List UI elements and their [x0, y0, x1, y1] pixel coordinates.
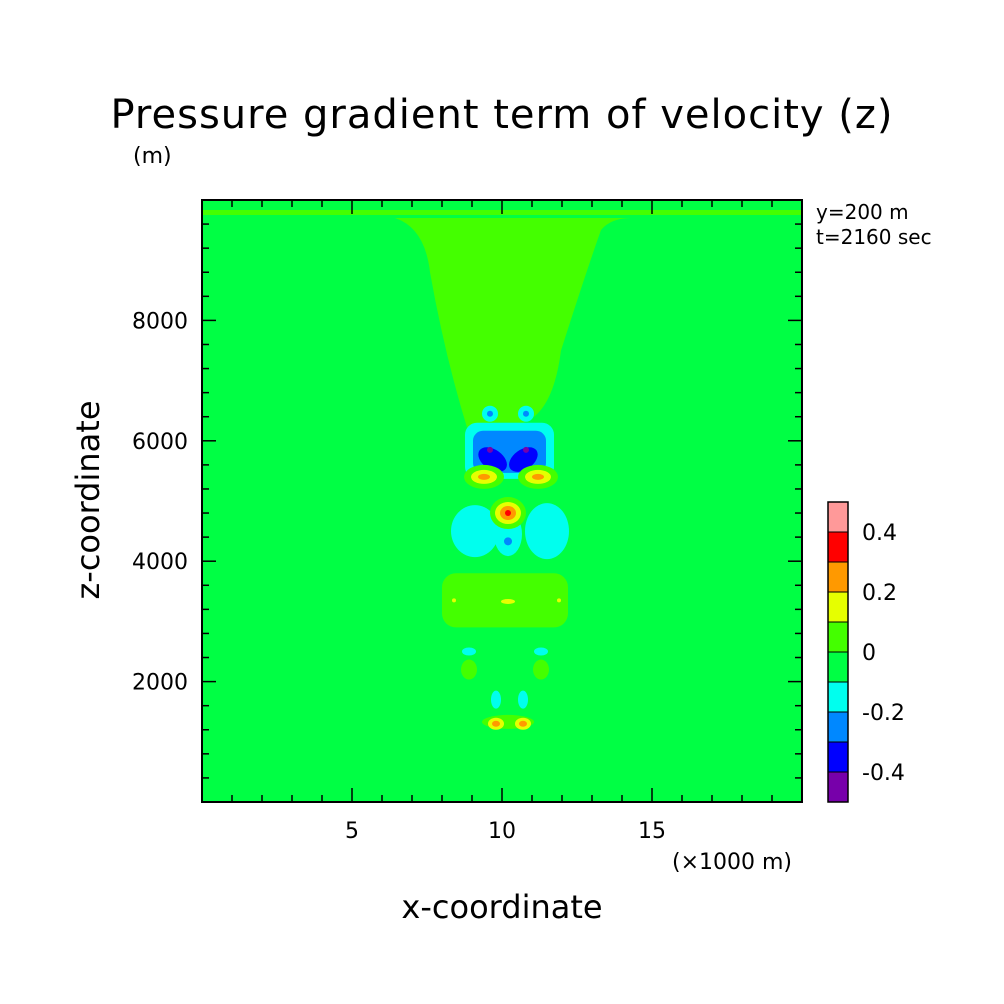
mid-band-dot-r [557, 598, 561, 603]
colorbar-swatch [827, 771, 849, 803]
low-cyan-0 [462, 647, 476, 656]
azure-dot-1 [523, 410, 529, 417]
x-tick-label: 15 [638, 819, 666, 844]
bottom-orange-0 [492, 720, 500, 727]
z-axis-unit: (m) [133, 144, 172, 169]
x-tick-label: 5 [345, 819, 359, 844]
colorbar-swatch [827, 561, 849, 593]
pos-pair-orange-1 [532, 473, 544, 480]
x-axis-label: x-coordinate [401, 888, 603, 926]
mid-band-yellow [501, 599, 515, 605]
cyan-right [525, 503, 569, 560]
bottom-cyan-0 [491, 690, 501, 709]
core-purple-1 [523, 446, 529, 453]
y-tick-label: 4000 [132, 550, 188, 575]
colorbar: 0.4 0.2 0 -0.2 -0.4 [827, 501, 905, 803]
colorbar-swatch [827, 741, 849, 773]
colorbar-label: 0.4 [862, 521, 897, 546]
colorbar-swatch [827, 651, 849, 683]
colorbar-swatch [827, 681, 849, 713]
colorbar-label: -0.2 [862, 701, 905, 726]
azure-center [504, 537, 512, 546]
upper-plume [202, 218, 802, 431]
colorbar-border [827, 501, 849, 803]
core-blue-1 [509, 447, 538, 472]
colorbar-label: 0.2 [862, 581, 897, 606]
low-cyan-1 [534, 647, 548, 656]
colorbar-swatch [827, 501, 849, 533]
pos-pair-orange-0 [478, 473, 490, 480]
x-axis-unit: (×1000 m) [672, 850, 793, 875]
low-lgreen-0 [461, 659, 477, 680]
axis-ticks: 5 10 15 2000 4000 6000 8000 [132, 200, 802, 844]
azure-dot-0 [487, 410, 493, 417]
slice-y-info: y=200 m [816, 200, 909, 224]
y-tick-label: 2000 [132, 671, 188, 696]
chart-title: Pressure gradient term of velocity (z) [110, 92, 894, 138]
colorbar-label: 0 [862, 641, 876, 666]
cyan-left [451, 505, 499, 558]
colorbar-swatch [827, 711, 849, 743]
x-tick-label: 10 [488, 819, 516, 844]
colorbar-swatch [827, 531, 849, 563]
y-tick-label: 8000 [132, 309, 188, 334]
y-tick-label: 6000 [132, 430, 188, 455]
time-info: t=2160 sec [816, 225, 932, 249]
contour-field [202, 200, 802, 802]
colorbar-label: -0.4 [862, 761, 905, 786]
colorbar-swatch [827, 621, 849, 653]
bottom-orange-1 [519, 720, 527, 727]
center-red [505, 510, 511, 517]
low-lgreen-1 [533, 659, 549, 680]
core-purple-0 [487, 446, 493, 453]
mid-band-dot-l [452, 598, 456, 603]
colorbar-swatch [827, 591, 849, 623]
bottom-cyan-1 [518, 690, 528, 709]
